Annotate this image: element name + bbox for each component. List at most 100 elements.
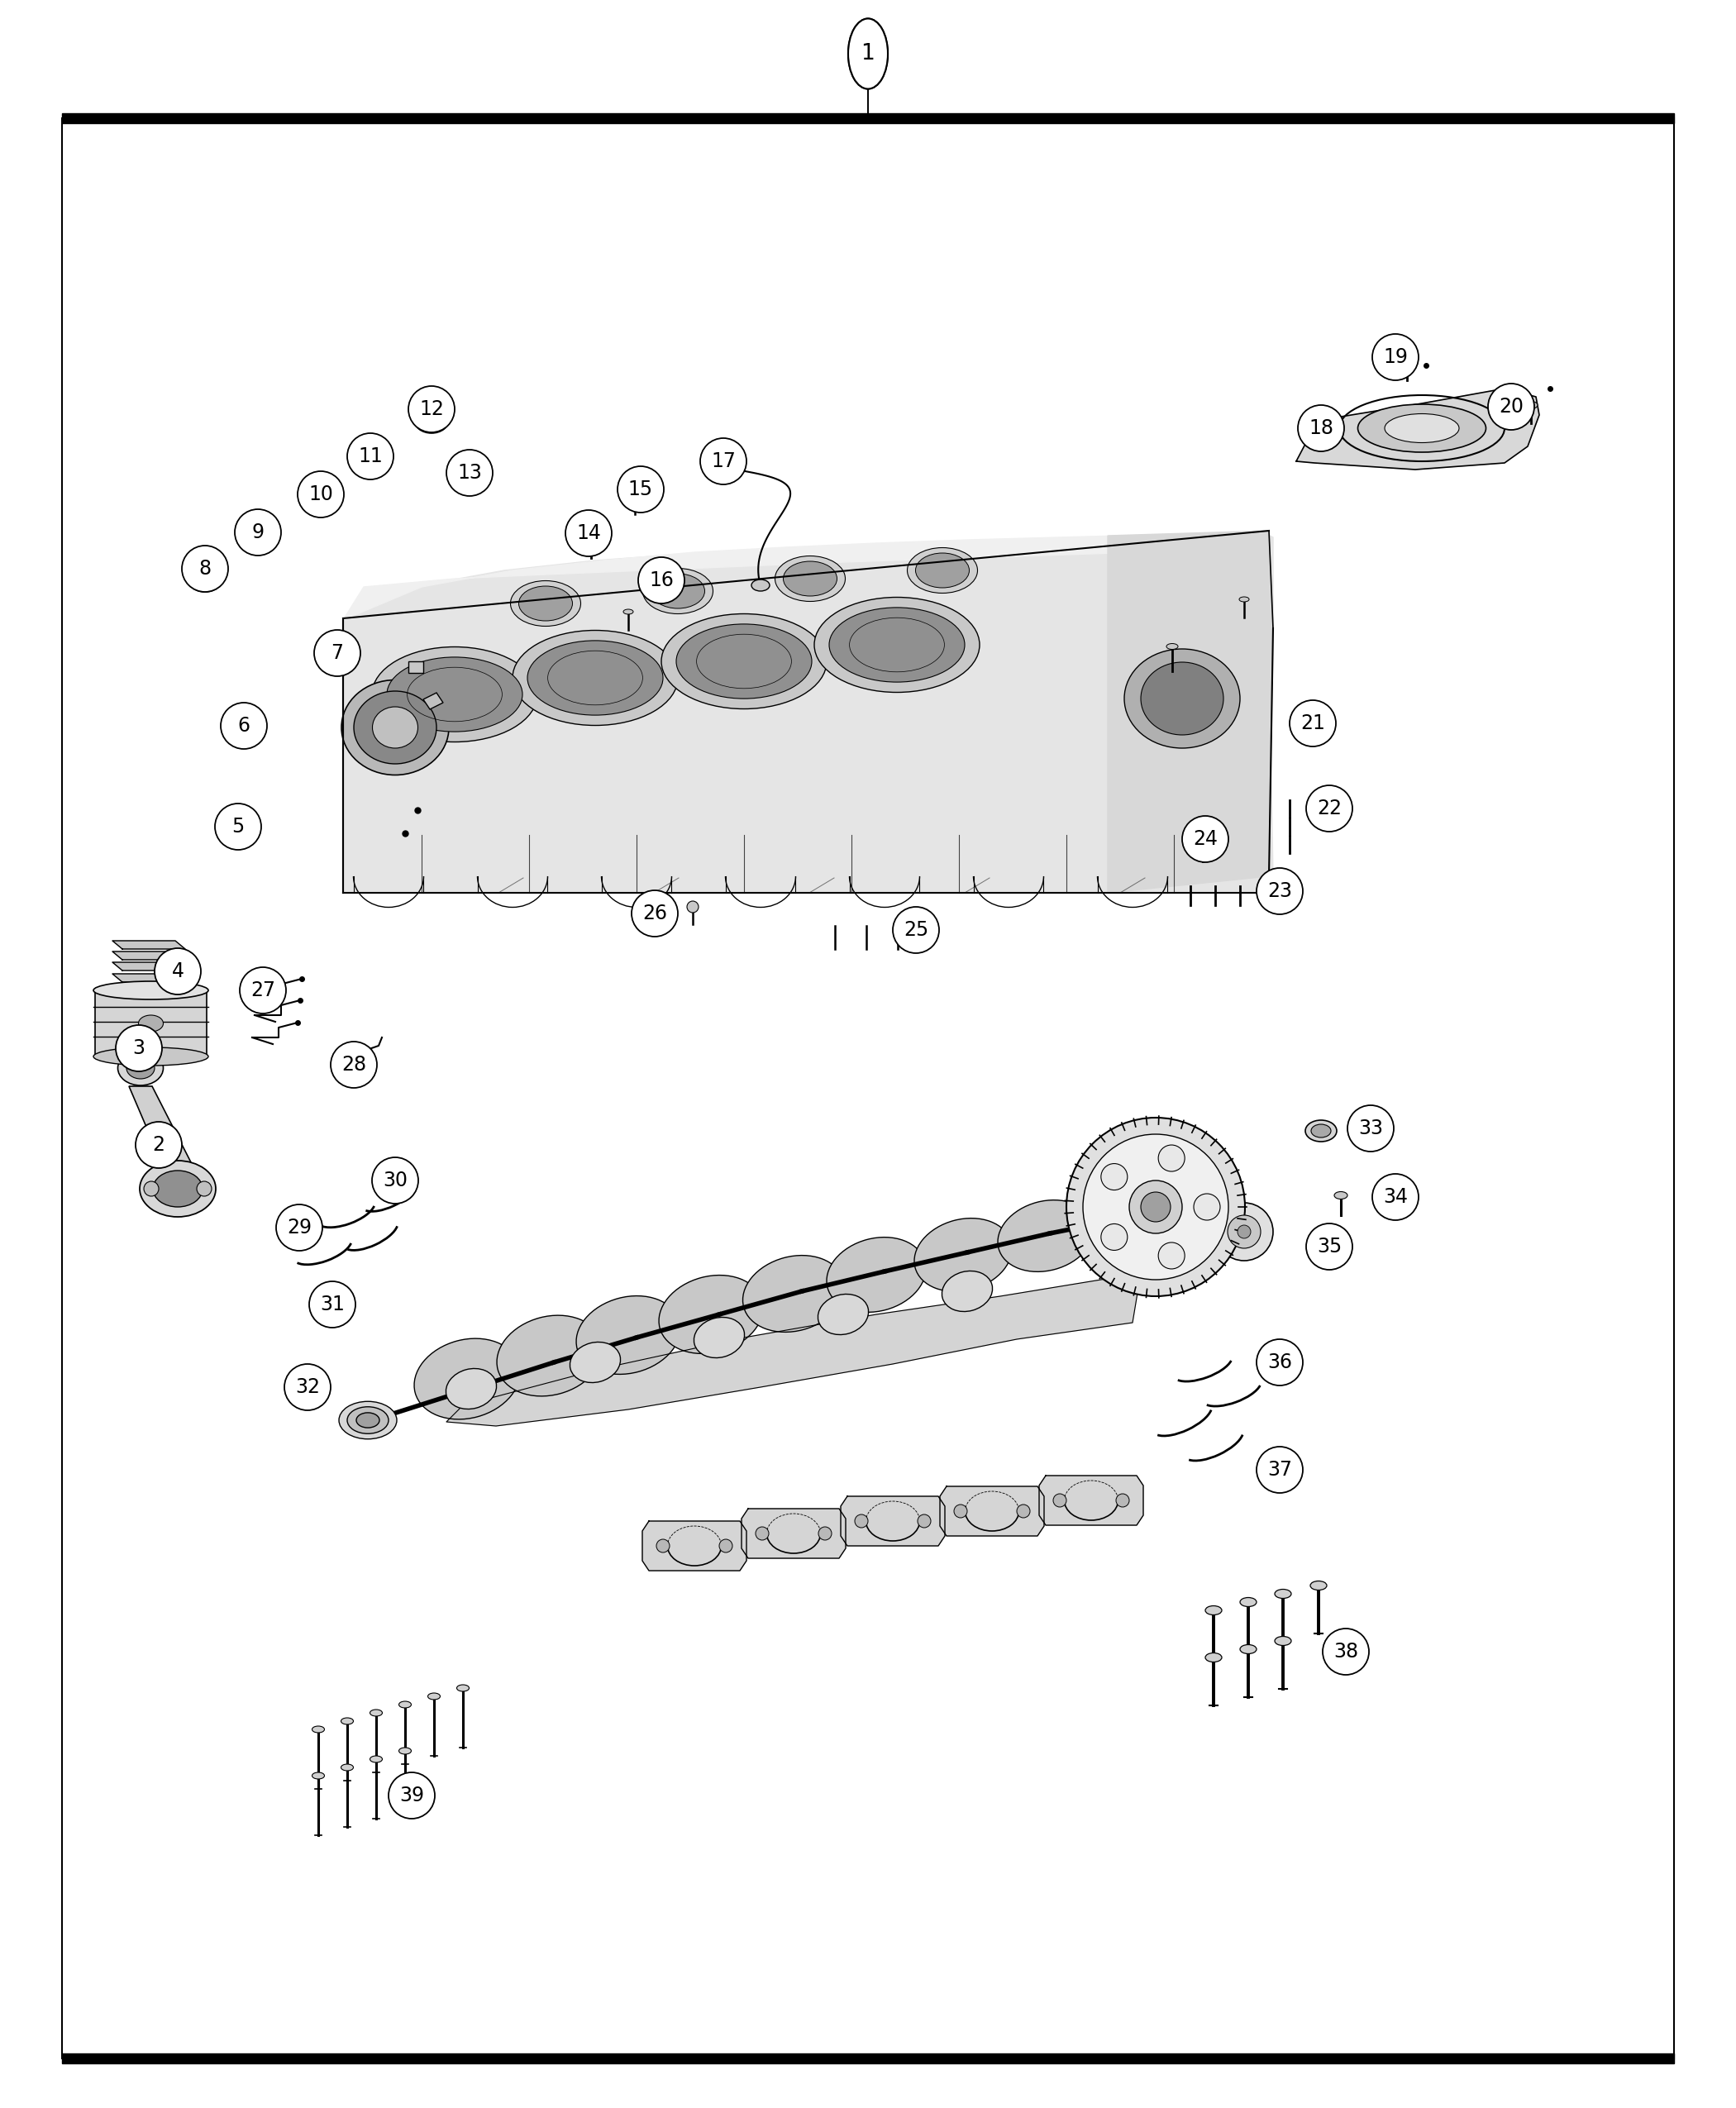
- Bar: [62, 2053, 1674, 2064]
- Ellipse shape: [826, 1237, 925, 1311]
- Text: 15: 15: [628, 479, 653, 500]
- Text: 1: 1: [861, 42, 875, 65]
- Ellipse shape: [94, 980, 208, 999]
- Circle shape: [719, 1539, 733, 1551]
- Circle shape: [135, 1121, 182, 1168]
- Ellipse shape: [399, 1701, 411, 1707]
- Circle shape: [854, 1514, 868, 1528]
- Text: 24: 24: [1193, 828, 1217, 850]
- Circle shape: [639, 557, 684, 603]
- Ellipse shape: [908, 548, 977, 592]
- Ellipse shape: [373, 706, 418, 748]
- Circle shape: [215, 803, 260, 850]
- Polygon shape: [344, 531, 1269, 620]
- Circle shape: [1299, 405, 1344, 451]
- Ellipse shape: [1240, 597, 1250, 601]
- Circle shape: [297, 472, 344, 516]
- Ellipse shape: [569, 1343, 620, 1383]
- Ellipse shape: [528, 641, 663, 715]
- Polygon shape: [113, 974, 194, 982]
- Polygon shape: [113, 961, 191, 970]
- Circle shape: [182, 546, 227, 592]
- Polygon shape: [1297, 388, 1540, 470]
- Ellipse shape: [743, 1256, 844, 1332]
- Circle shape: [1488, 384, 1535, 430]
- Ellipse shape: [642, 569, 713, 613]
- Circle shape: [1305, 1223, 1352, 1269]
- Text: 4: 4: [172, 961, 184, 980]
- Circle shape: [1017, 1505, 1029, 1518]
- Ellipse shape: [585, 531, 597, 535]
- Ellipse shape: [623, 609, 634, 613]
- Ellipse shape: [465, 474, 481, 485]
- Text: 20: 20: [1498, 396, 1524, 417]
- Text: 29: 29: [286, 1218, 312, 1237]
- Text: 34: 34: [1384, 1187, 1408, 1208]
- Text: 3: 3: [132, 1039, 146, 1058]
- Ellipse shape: [1240, 1598, 1257, 1606]
- Circle shape: [276, 1204, 323, 1250]
- Ellipse shape: [1240, 1644, 1257, 1655]
- Circle shape: [196, 1180, 212, 1195]
- Ellipse shape: [915, 552, 969, 588]
- Ellipse shape: [372, 647, 538, 742]
- Circle shape: [155, 949, 201, 995]
- Ellipse shape: [153, 1170, 203, 1208]
- Ellipse shape: [783, 561, 837, 597]
- Ellipse shape: [943, 1271, 993, 1311]
- Ellipse shape: [187, 565, 222, 592]
- Circle shape: [1158, 1242, 1184, 1269]
- Text: 19: 19: [1384, 348, 1408, 367]
- Circle shape: [1194, 1193, 1220, 1221]
- Circle shape: [220, 702, 267, 748]
- Polygon shape: [446, 1273, 1141, 1425]
- Ellipse shape: [339, 1402, 398, 1440]
- Ellipse shape: [661, 613, 826, 708]
- Bar: [408, 662, 424, 672]
- Ellipse shape: [311, 495, 330, 510]
- Circle shape: [408, 386, 455, 432]
- Polygon shape: [642, 1522, 746, 1570]
- Ellipse shape: [127, 1058, 155, 1079]
- Ellipse shape: [347, 1052, 372, 1067]
- Ellipse shape: [849, 19, 887, 89]
- Bar: [62, 114, 1674, 122]
- Circle shape: [1371, 333, 1418, 379]
- Circle shape: [1290, 700, 1337, 746]
- Text: 37: 37: [1267, 1461, 1292, 1480]
- Ellipse shape: [630, 493, 641, 497]
- Ellipse shape: [306, 491, 337, 514]
- Ellipse shape: [363, 457, 382, 472]
- Ellipse shape: [774, 557, 845, 601]
- Ellipse shape: [427, 1693, 441, 1699]
- Circle shape: [818, 1526, 832, 1541]
- Circle shape: [1066, 1117, 1245, 1296]
- Text: 11: 11: [358, 447, 382, 466]
- Circle shape: [700, 438, 746, 485]
- Text: 7: 7: [332, 643, 344, 664]
- Circle shape: [618, 466, 663, 512]
- Ellipse shape: [243, 529, 278, 554]
- Circle shape: [1257, 1339, 1302, 1385]
- Polygon shape: [424, 694, 443, 708]
- Text: 35: 35: [1318, 1237, 1342, 1256]
- Circle shape: [1101, 1225, 1127, 1250]
- Ellipse shape: [849, 19, 887, 89]
- Circle shape: [1323, 1629, 1370, 1676]
- Text: 18: 18: [1309, 417, 1333, 438]
- Circle shape: [656, 1539, 670, 1551]
- Ellipse shape: [1335, 1191, 1347, 1199]
- Text: 27: 27: [250, 980, 276, 1001]
- Circle shape: [240, 968, 286, 1014]
- Text: 33: 33: [1358, 1119, 1384, 1138]
- Ellipse shape: [1311, 1124, 1332, 1138]
- Polygon shape: [840, 1497, 944, 1545]
- Ellipse shape: [250, 533, 271, 550]
- Circle shape: [1158, 1145, 1184, 1172]
- Circle shape: [892, 906, 939, 953]
- Circle shape: [1257, 868, 1302, 915]
- Polygon shape: [344, 533, 1272, 894]
- Text: 28: 28: [342, 1054, 366, 1075]
- Polygon shape: [1108, 531, 1272, 894]
- Text: 32: 32: [295, 1377, 319, 1398]
